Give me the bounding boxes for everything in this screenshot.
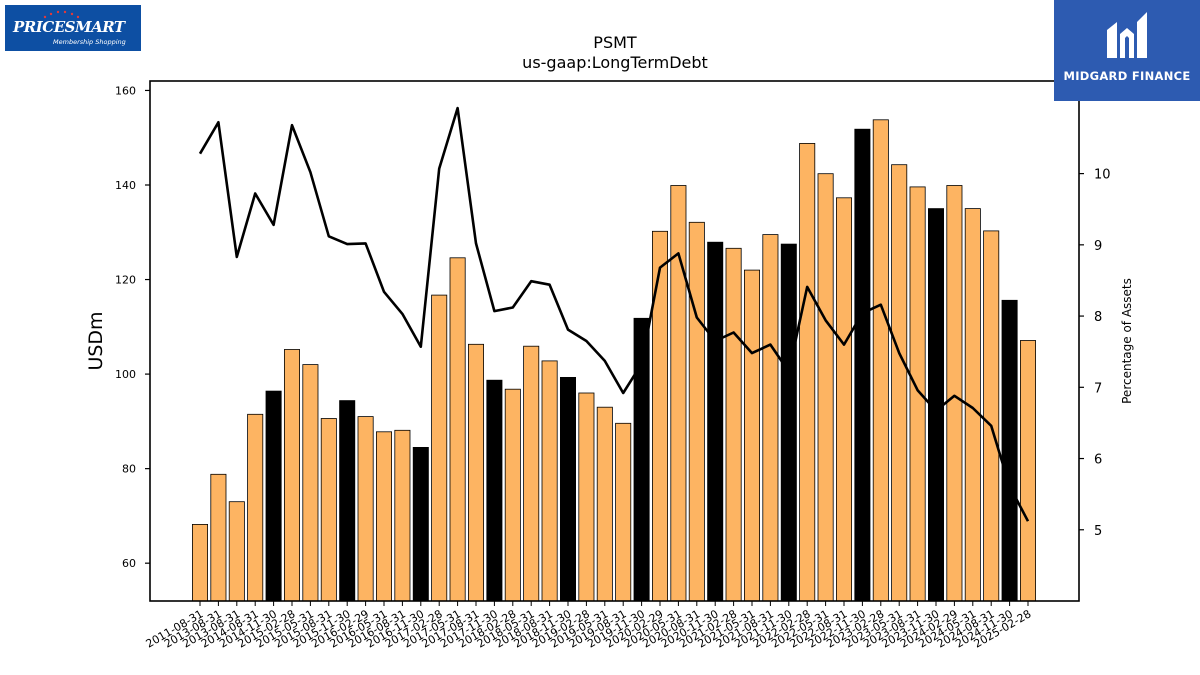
bar: [228, 501, 245, 602]
bar: [836, 197, 853, 602]
bar: [725, 247, 742, 602]
bar: [744, 269, 761, 602]
logo-dots-icon: [43, 10, 80, 19]
bar: [1020, 340, 1037, 602]
pricesmart-logo: PRICESMART Membership Shopping: [5, 5, 141, 51]
chart-subtitle: us-gaap:LongTermDebt: [522, 53, 708, 72]
y2-tick-label: 5: [1094, 524, 1102, 539]
y-tick-label: 160: [115, 84, 136, 97]
bar: [247, 413, 264, 602]
bar: [762, 234, 779, 602]
bar: [412, 446, 429, 602]
bar: [431, 294, 448, 602]
line-layer: [198, 106, 1030, 522]
y2-tick-label: 8: [1094, 310, 1102, 325]
bar: [302, 364, 319, 602]
bar: [283, 349, 300, 602]
y2-tick-label: 6: [1094, 453, 1102, 468]
y-tick-label: 140: [115, 179, 136, 192]
bar: [541, 360, 558, 602]
bar: [983, 230, 1000, 602]
bar: [523, 345, 540, 602]
bar: [320, 418, 337, 602]
bar: [504, 388, 521, 602]
y2-tick-label: 9: [1094, 239, 1102, 254]
plot-frame: [149, 80, 1080, 602]
bar: [909, 186, 926, 602]
bar: [375, 431, 392, 602]
bar: [946, 185, 963, 602]
pricesmart-tagline: Membership Shopping: [53, 38, 126, 46]
bar: [265, 390, 282, 602]
bar: [854, 128, 871, 602]
bar: [394, 429, 411, 602]
percentage-line: [198, 106, 1030, 522]
chart-title: PSMT: [593, 33, 637, 52]
bar: [596, 406, 613, 602]
y2-tick-label: 7: [1094, 381, 1102, 396]
midgard-mark-icon: [1107, 12, 1147, 58]
bar: [339, 400, 356, 602]
bar: [357, 416, 374, 602]
bar: [872, 119, 889, 602]
y2-axis-label: Percentage of Assets: [1120, 278, 1134, 404]
bar: [615, 422, 632, 602]
bar: [688, 221, 705, 602]
bar: [449, 257, 466, 602]
bar: [780, 243, 797, 602]
bar: [191, 524, 208, 602]
bar: [707, 241, 724, 602]
bar: [670, 185, 687, 602]
bar: [817, 173, 834, 602]
bar: [578, 392, 595, 602]
y-tick-label: 120: [115, 274, 136, 287]
midgard-finance-logo: MIDGARD FINANCE: [1054, 0, 1200, 101]
midgard-brand: MIDGARD FINANCE: [1063, 69, 1191, 83]
bar: [891, 164, 908, 602]
bar: [1001, 299, 1018, 602]
bar: [467, 343, 484, 602]
y2-tick-label: 10: [1094, 168, 1111, 183]
y-tick-label: 80: [122, 463, 136, 476]
y-tick-label: 60: [122, 557, 136, 570]
bar: [486, 379, 503, 602]
y-axis-label: USDm: [85, 311, 107, 370]
bars-layer: [191, 119, 1037, 602]
y-tick-label: 100: [115, 368, 136, 381]
bar: [560, 376, 577, 602]
bar: [652, 230, 669, 602]
bar: [210, 473, 227, 602]
pricesmart-brand: PRICESMART: [13, 18, 125, 36]
bar: [799, 142, 816, 602]
